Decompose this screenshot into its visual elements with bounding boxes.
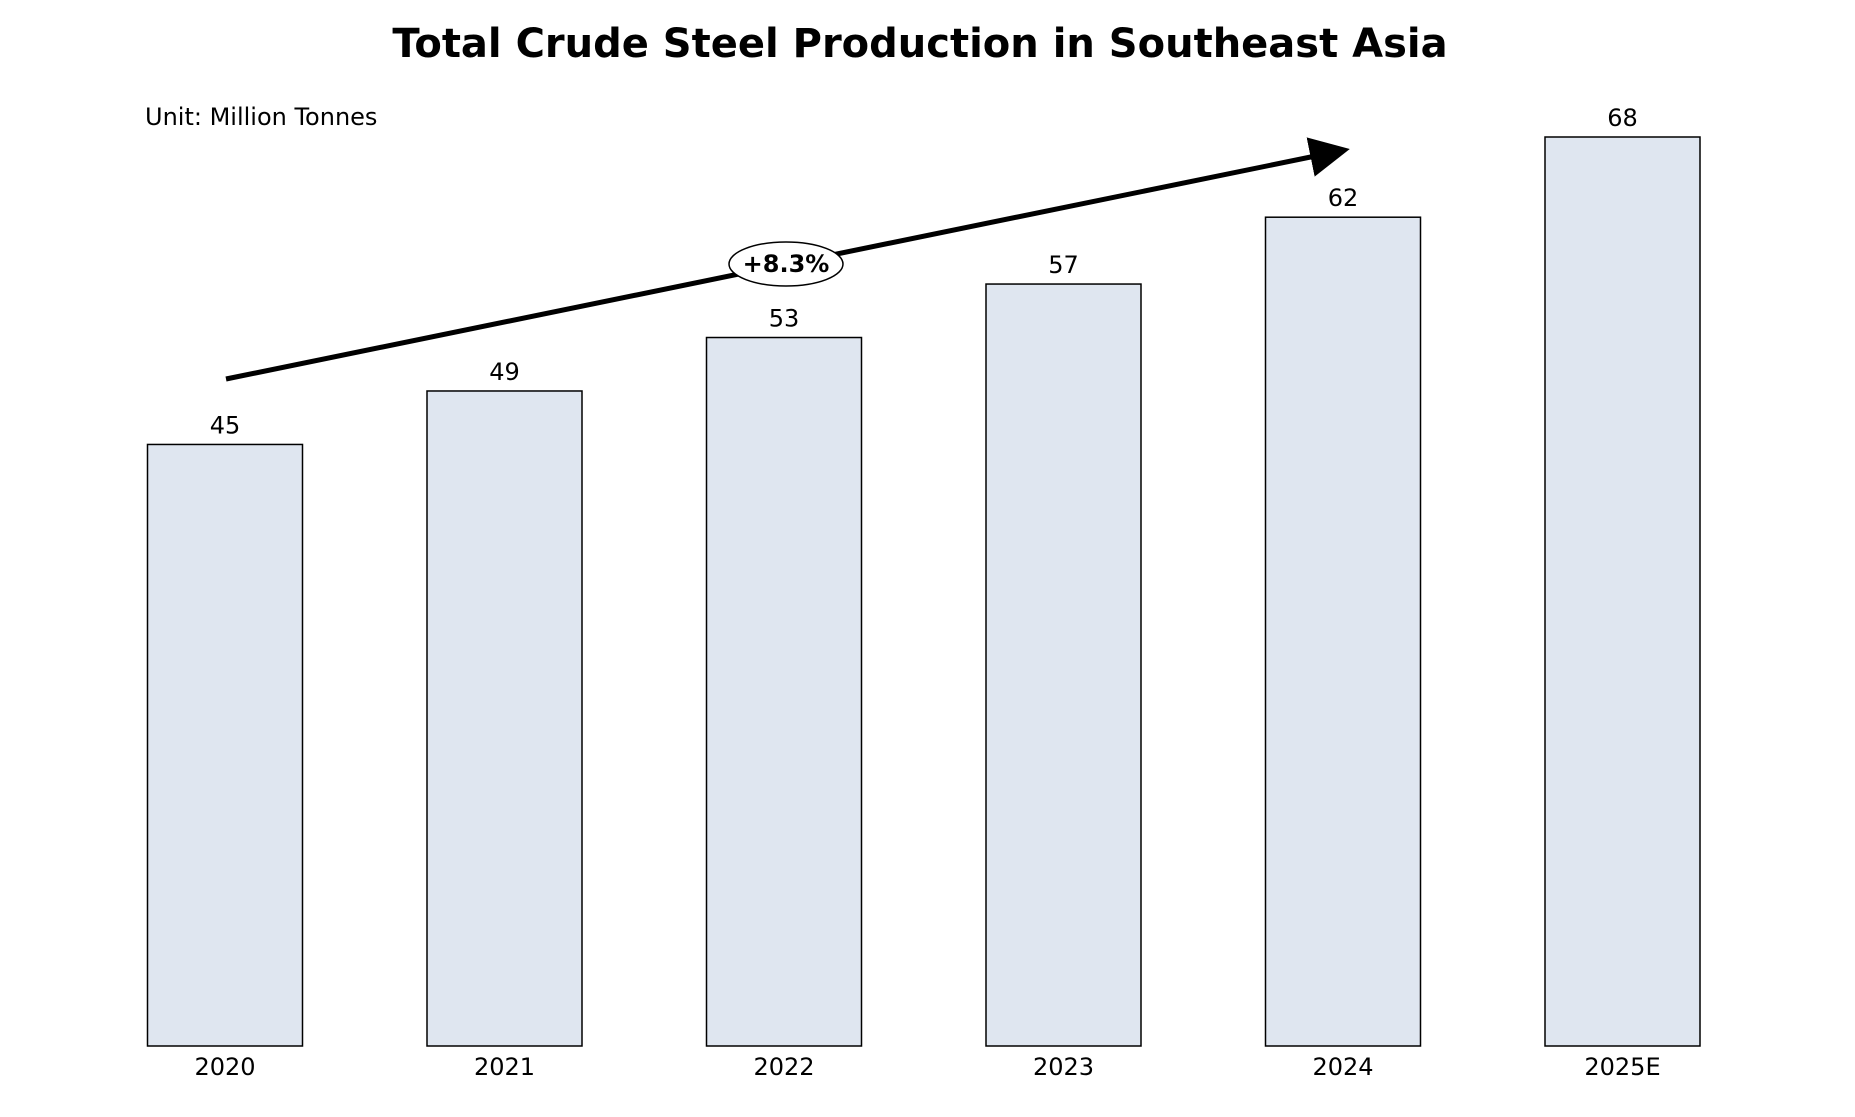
annotation: +8.3% <box>743 250 830 278</box>
x-tick-label: 2023 <box>1033 1053 1094 1081</box>
bar <box>146 443 304 1047</box>
value-label: 49 <box>489 358 520 386</box>
x-tick-label: 2024 <box>1312 1053 1373 1081</box>
value-label: 62 <box>1328 184 1359 212</box>
value-label: 53 <box>769 305 800 333</box>
chart-title: Total Crude Steel Production in Southeas… <box>392 21 1447 67</box>
value-label: 57 <box>1048 251 1079 279</box>
bar <box>1264 216 1422 1047</box>
x-tick-label: 2021 <box>474 1053 535 1081</box>
bar <box>426 390 583 1047</box>
bars: 45 2020 49 2021 53 2022 57 2023 62 2024 68 2025E <box>146 104 1701 1081</box>
annotation-bubble <box>728 241 844 287</box>
x-tick-label: 2020 <box>194 1053 255 1081</box>
unit-label: Unit: Million Tonnes <box>145 103 377 131</box>
x-tick-label: 2025E <box>1584 1053 1660 1081</box>
value-label: 68 <box>1607 104 1638 132</box>
x-tick-label: 2022 <box>753 1053 814 1081</box>
value-label: 45 <box>210 411 241 439</box>
bar <box>1544 136 1701 1047</box>
bar <box>985 283 1142 1047</box>
bar <box>705 336 863 1047</box>
